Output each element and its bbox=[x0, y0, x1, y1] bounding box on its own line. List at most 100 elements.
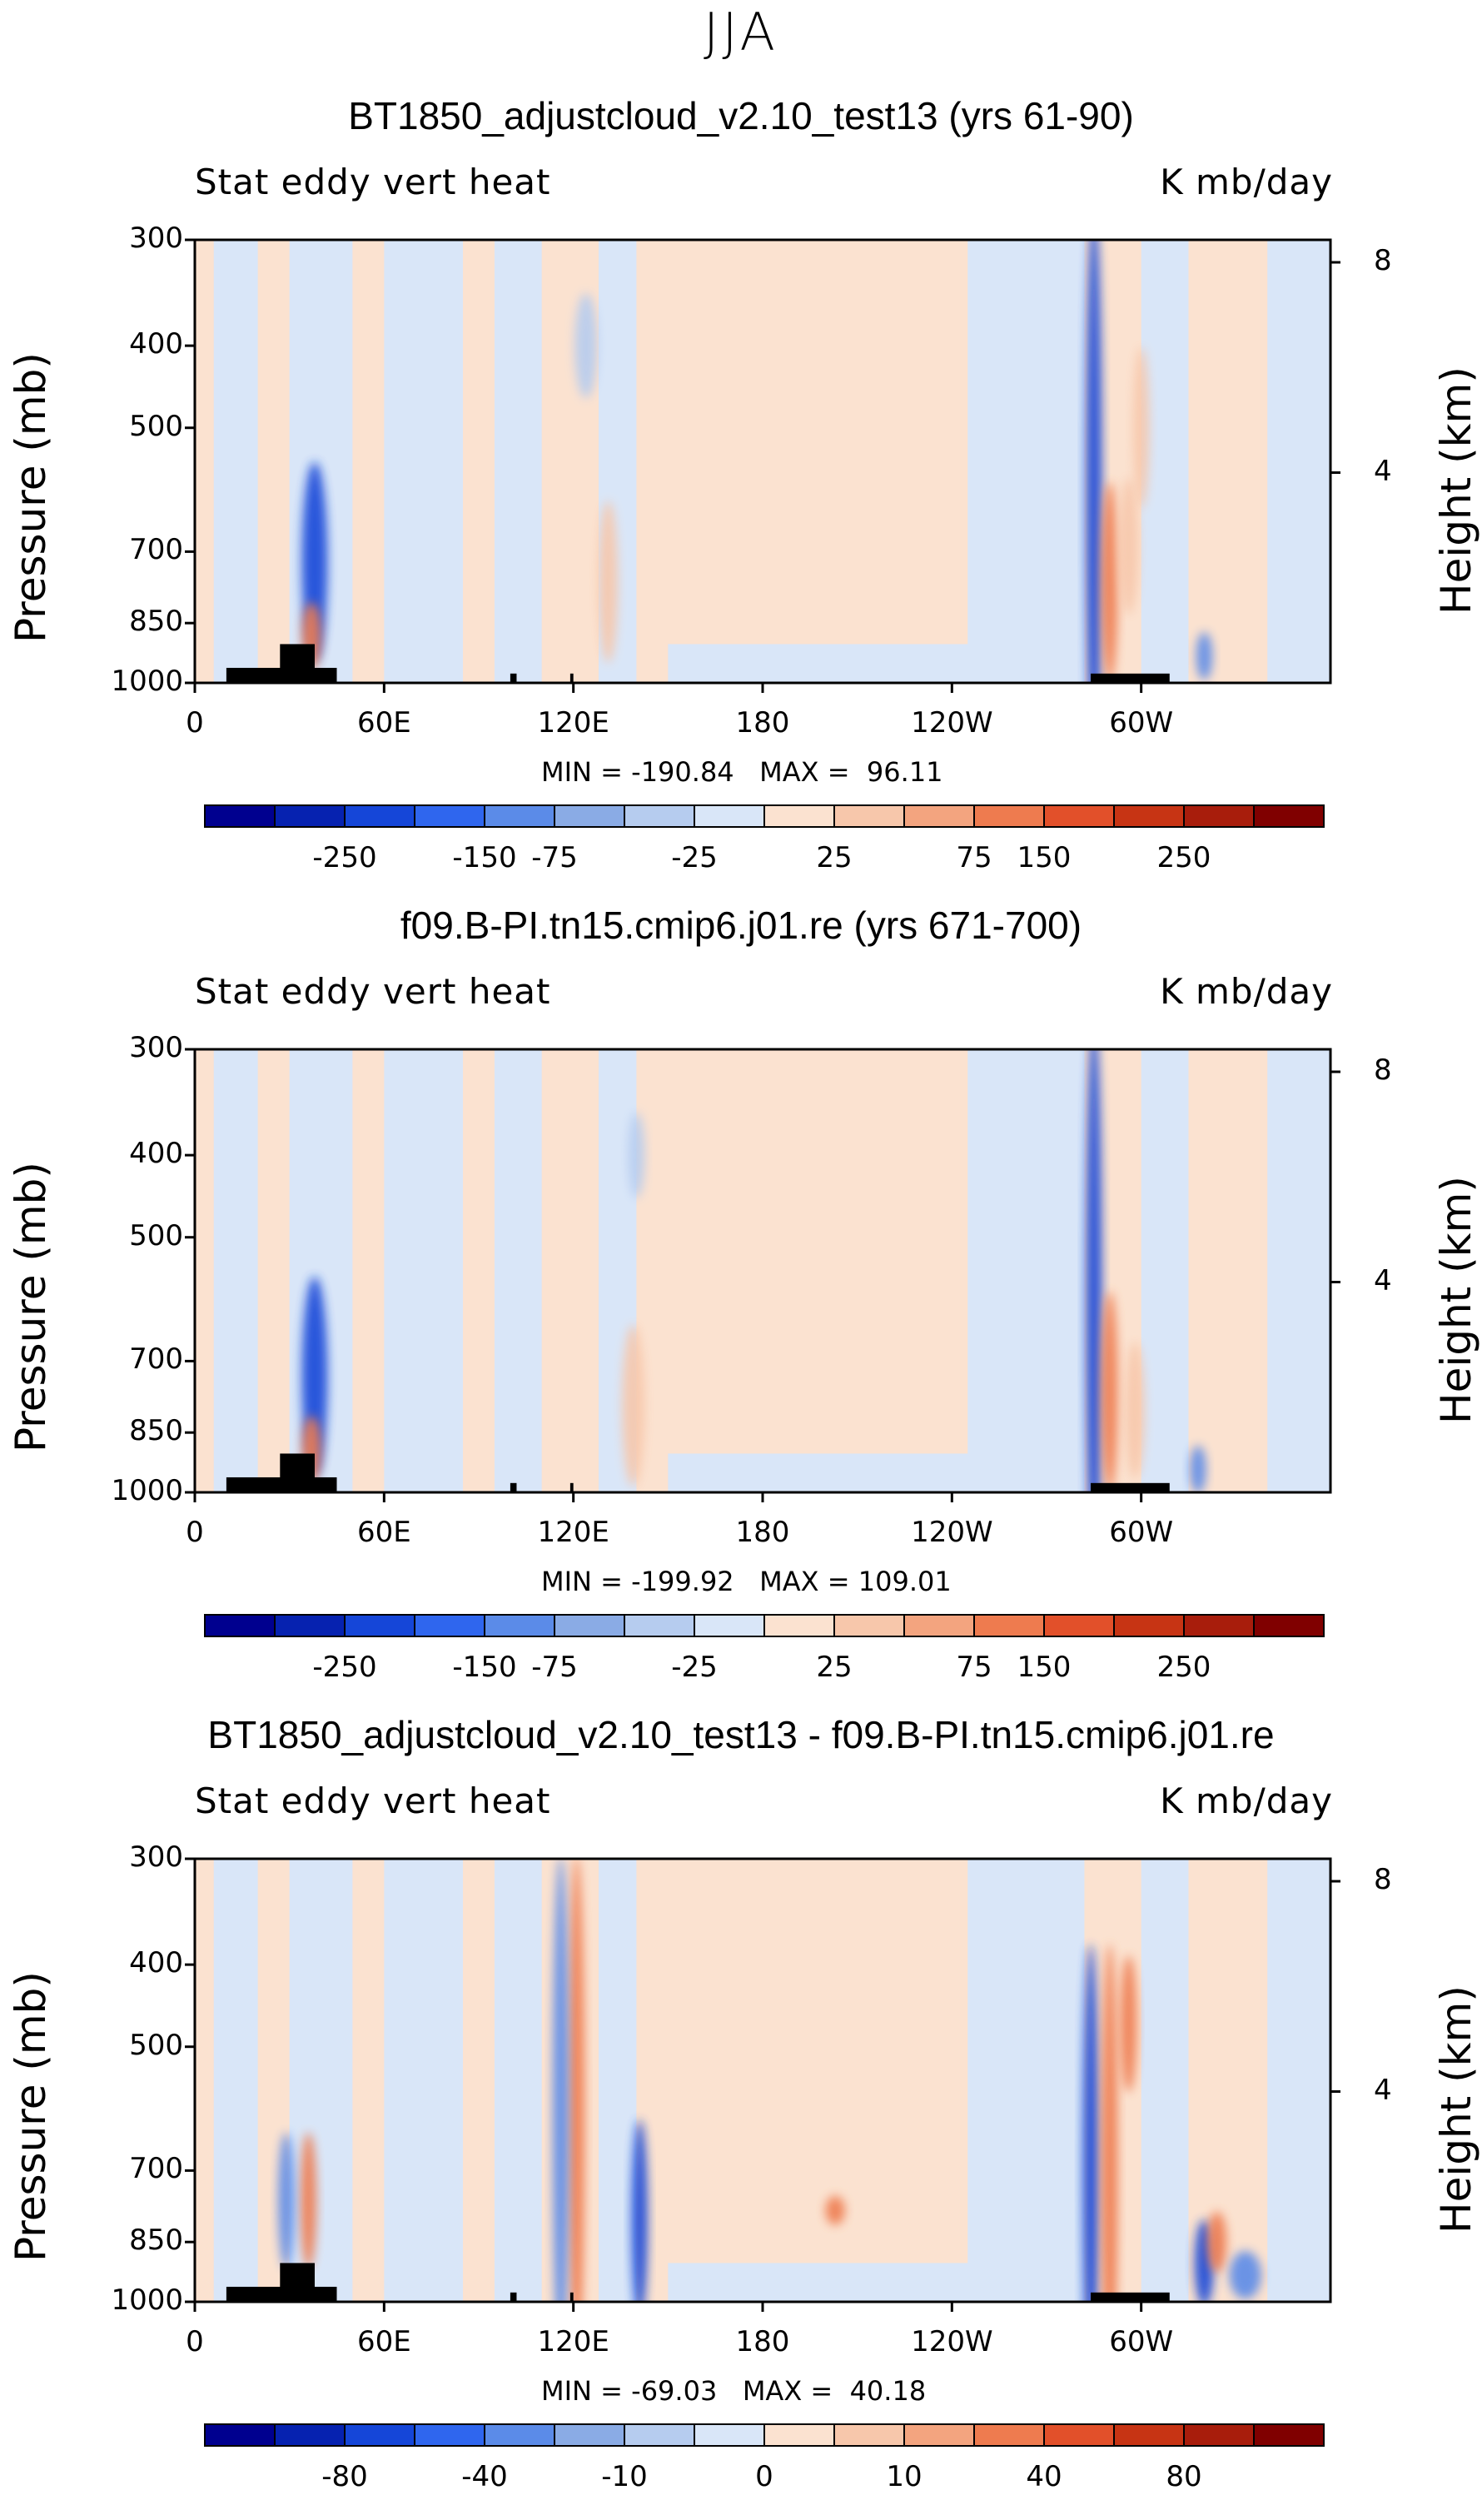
pressure-tick-label: 700 bbox=[129, 1342, 183, 1377]
heatmap-plot bbox=[185, 1857, 1340, 2447]
chart-title: f09.B-PI.tn15.cmip6.j01.re (yrs 671-700) bbox=[400, 904, 1082, 947]
colorbar-swatch bbox=[344, 2423, 415, 2447]
colorbar-swatch bbox=[344, 804, 415, 828]
colorbar-label: 75 bbox=[956, 841, 992, 874]
x-tick-label: 120E bbox=[537, 706, 609, 740]
x-tick-label: 60E bbox=[356, 2325, 411, 2358]
field-band bbox=[384, 1049, 464, 1492]
colorbar-swatch bbox=[484, 2423, 555, 2447]
field-band bbox=[257, 1049, 290, 1492]
field-anomaly bbox=[1229, 2251, 1261, 2299]
field-band bbox=[699, 1859, 826, 2302]
x-tick-label: 120W bbox=[911, 1516, 993, 1549]
height-tick-label: 4 bbox=[1374, 454, 1392, 488]
heatmap-plot bbox=[185, 238, 1340, 828]
colorbar-swatch bbox=[1043, 2423, 1115, 2447]
y2-axis-title: Height (km) bbox=[1432, 1985, 1480, 2234]
colorbar-swatch bbox=[1113, 804, 1185, 828]
x-tick-label: 60E bbox=[356, 706, 411, 740]
field-anomaly bbox=[300, 2132, 317, 2269]
x-tick-label: 60W bbox=[1109, 706, 1174, 740]
field-band bbox=[494, 1859, 542, 2302]
field-anomaly bbox=[1082, 1944, 1099, 2302]
colorbar-label: -75 bbox=[531, 841, 578, 874]
field-band bbox=[352, 1859, 385, 2302]
x-tick-label: 60W bbox=[1109, 1516, 1174, 1549]
y-axis-title: Pressure (mb) bbox=[7, 1971, 55, 2262]
topography-mask bbox=[280, 2263, 315, 2302]
topography-mask bbox=[1091, 673, 1170, 683]
field-band bbox=[1141, 1859, 1189, 2302]
pressure-tick-label: 850 bbox=[129, 2224, 183, 2258]
field-band bbox=[598, 1859, 637, 2302]
field-band bbox=[541, 1049, 599, 1492]
height-tick-label: 4 bbox=[1374, 1263, 1392, 1297]
colorbar-label: 25 bbox=[816, 1651, 853, 1684]
chart-panel: BT1850_adjustcloud_v2.10_test13 - f09.B-… bbox=[0, 1712, 1482, 2520]
colorbar-swatch bbox=[274, 1614, 346, 1637]
colorbar-swatch bbox=[1113, 2423, 1185, 2447]
pressure-tick-label: 850 bbox=[129, 605, 183, 639]
height-tick-label: 8 bbox=[1374, 1053, 1392, 1087]
x-tick-label: 120W bbox=[911, 706, 993, 740]
field-anomaly bbox=[1132, 346, 1150, 509]
variable-label: Stat eddy vert heat bbox=[195, 971, 551, 1012]
pressure-tick-label: 500 bbox=[129, 1218, 183, 1253]
field-anomaly bbox=[631, 2119, 648, 2302]
field-band bbox=[967, 1049, 1085, 1492]
height-tick-label: 4 bbox=[1374, 2073, 1392, 2107]
colorbar-swatch bbox=[903, 804, 975, 828]
colorbar-label: 0 bbox=[755, 2460, 773, 2493]
colorbar-label: -75 bbox=[531, 1651, 578, 1684]
min-max-stats: MIN = -190.84 MAX = 96.11 bbox=[541, 756, 943, 788]
field-band bbox=[1188, 240, 1268, 683]
field-band bbox=[213, 240, 258, 683]
colorbar-swatch bbox=[903, 2423, 975, 2447]
pressure-tick-label: 1000 bbox=[111, 665, 183, 698]
field-anomaly bbox=[278, 2132, 295, 2269]
colorbar-swatch bbox=[204, 2423, 276, 2447]
colorbar-swatch bbox=[624, 804, 695, 828]
pressure-tick-label: 1000 bbox=[111, 2283, 183, 2317]
colorbar-label: -25 bbox=[671, 841, 718, 874]
colorbar-swatch bbox=[694, 804, 765, 828]
colorbar-swatch bbox=[833, 2423, 905, 2447]
pressure-tick-label: 400 bbox=[129, 1946, 183, 1980]
field-band bbox=[967, 240, 1085, 683]
topography-mask bbox=[569, 2292, 574, 2302]
field-anomaly bbox=[574, 293, 598, 399]
y-axis-title: Pressure (mb) bbox=[7, 352, 55, 643]
field-anomaly bbox=[1086, 240, 1102, 683]
colorbar-swatch bbox=[1253, 2423, 1325, 2447]
colorbar-label: 250 bbox=[1156, 1651, 1211, 1684]
field-band bbox=[494, 1049, 542, 1492]
pressure-tick-label: 300 bbox=[129, 1031, 183, 1064]
colorbar-swatch bbox=[274, 2423, 346, 2447]
pressure-tick-label: 500 bbox=[129, 409, 183, 443]
field-band bbox=[825, 1859, 968, 2302]
colorbar-swatch bbox=[1183, 1614, 1255, 1637]
pressure-tick-label: 400 bbox=[129, 1137, 183, 1171]
field-anomaly bbox=[1125, 1342, 1145, 1479]
field-band bbox=[213, 1049, 258, 1492]
x-tick-label: 60E bbox=[356, 1516, 411, 1549]
colorbar-label: 25 bbox=[816, 841, 853, 874]
colorbar-label: 250 bbox=[1156, 841, 1211, 874]
field-band bbox=[213, 1859, 258, 2302]
colorbar-swatch bbox=[204, 1614, 276, 1637]
colorbar-swatch bbox=[903, 1614, 975, 1637]
topography-mask bbox=[510, 1482, 517, 1492]
colorbar-swatch bbox=[694, 1614, 765, 1637]
field-band bbox=[384, 1859, 464, 2302]
x-tick-label: 120E bbox=[537, 2325, 609, 2358]
colorbar-swatch bbox=[274, 804, 346, 828]
y2-axis-title: Height (km) bbox=[1432, 1176, 1480, 1424]
colorbar-swatch bbox=[484, 804, 555, 828]
field-anomaly bbox=[1207, 2211, 1227, 2273]
field-band bbox=[195, 240, 214, 683]
field-anomaly bbox=[1102, 1944, 1118, 2302]
field-band bbox=[967, 1859, 1085, 2302]
colorbar-swatch bbox=[763, 1614, 835, 1637]
colorbar-swatch bbox=[414, 2423, 485, 2447]
units-label: K mb/day bbox=[1160, 971, 1333, 1012]
